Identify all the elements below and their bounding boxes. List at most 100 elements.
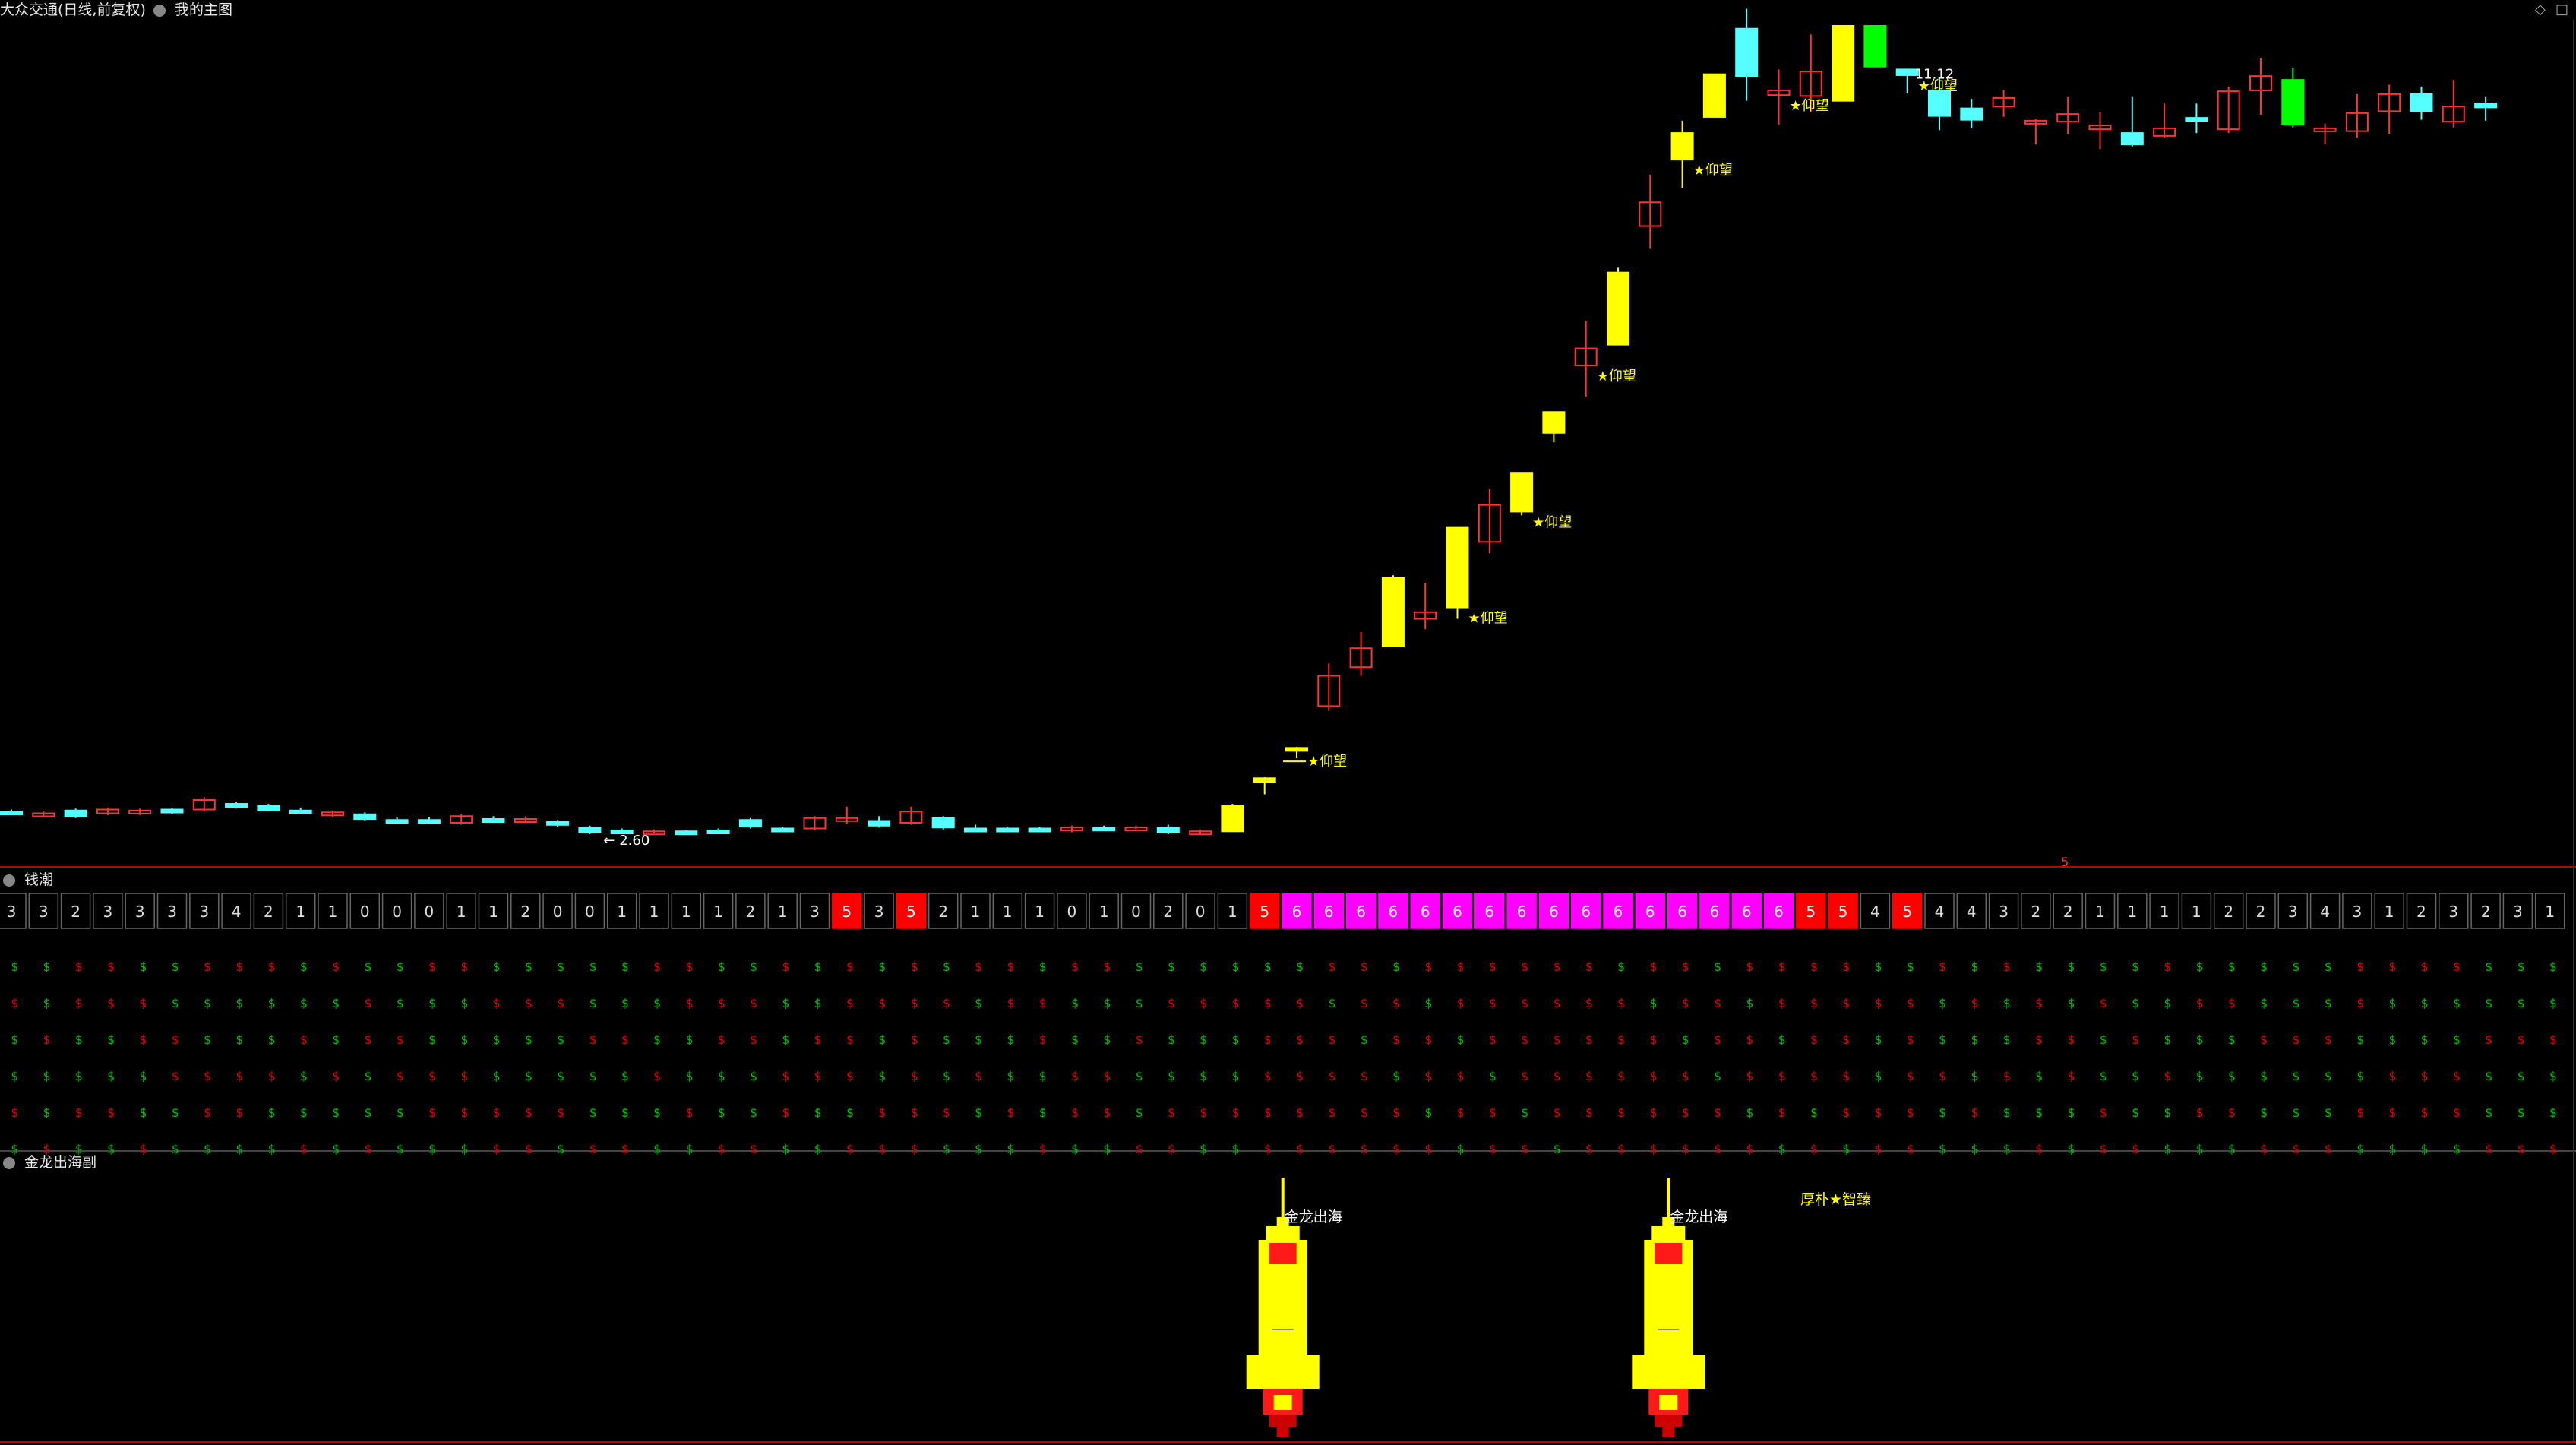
money-symbol: $ xyxy=(1392,960,1400,974)
money-symbol: $ xyxy=(2549,1032,2557,1047)
counter-value: 6 xyxy=(1292,903,1302,921)
diamond-icon[interactable]: ◇ xyxy=(2535,2,2546,17)
money-symbol: $ xyxy=(1617,1142,1625,1156)
candle-body xyxy=(2088,125,2112,131)
money-symbol: $ xyxy=(1361,960,1368,974)
money-symbol: $ xyxy=(493,1032,501,1047)
money-symbol: $ xyxy=(1296,1032,1304,1047)
template-menu-icon[interactable] xyxy=(153,4,166,17)
counter-box xyxy=(703,893,734,929)
counter-value: 5 xyxy=(1838,903,1848,921)
money-symbol: $ xyxy=(589,1032,597,1047)
money-symbol: $ xyxy=(1361,1105,1368,1120)
money-symbol: $ xyxy=(685,1142,693,1156)
counter-box xyxy=(2213,893,2244,929)
candle-body xyxy=(2442,106,2465,123)
money-symbol: $ xyxy=(1810,1032,1818,1047)
counter-value: 2 xyxy=(938,903,948,921)
money-symbol: $ xyxy=(2421,996,2429,1010)
money-symbol: $ xyxy=(1007,1069,1014,1083)
candle-body xyxy=(289,809,312,814)
counter-box xyxy=(2470,893,2501,929)
money-symbol: $ xyxy=(1521,1105,1528,1120)
money-symbol: $ xyxy=(1039,1142,1047,1156)
counter-value: 3 xyxy=(874,903,884,921)
money-symbol: $ xyxy=(2260,1142,2268,1156)
money-symbol: $ xyxy=(750,1142,757,1156)
money-symbol: $ xyxy=(911,1105,918,1120)
money-symbol: $ xyxy=(750,1032,757,1047)
money-symbol: $ xyxy=(1392,1032,1400,1047)
counter-box xyxy=(574,893,605,929)
money-symbol: $ xyxy=(43,1032,50,1047)
money-symbol: $ xyxy=(2356,1105,2364,1120)
counter-value: 1 xyxy=(778,903,788,921)
money-symbol: $ xyxy=(1232,1105,1240,1120)
money-symbol: $ xyxy=(1199,960,1207,974)
money-symbol: $ xyxy=(846,1032,854,1047)
candle-body xyxy=(1895,68,1919,76)
money-symbol: $ xyxy=(1392,1069,1400,1083)
counter-box xyxy=(2053,893,2083,929)
counter-box xyxy=(93,893,123,929)
money-symbol: $ xyxy=(107,1032,115,1047)
counter-value: 0 xyxy=(360,903,370,921)
money-symbol: $ xyxy=(1714,1032,1721,1047)
money-symbol: $ xyxy=(1489,996,1497,1010)
candle-body xyxy=(353,813,377,821)
candle-body xyxy=(1381,577,1405,647)
candle-body xyxy=(1478,504,1501,543)
candle-body xyxy=(2056,113,2080,123)
template-name[interactable]: 我的主图 xyxy=(174,2,232,18)
candle-body xyxy=(192,799,216,811)
counter-box xyxy=(2149,893,2179,929)
candle-body xyxy=(160,808,184,814)
money-symbol: $ xyxy=(300,1142,308,1156)
counter-value: 1 xyxy=(617,903,627,921)
money-symbol: $ xyxy=(2196,960,2204,974)
maximize-icon[interactable]: □ xyxy=(2555,2,2569,17)
annotation-label: ★仰望 xyxy=(1307,754,1347,770)
money-symbol: $ xyxy=(460,960,468,974)
money-symbol: $ xyxy=(11,960,18,974)
money-symbol: $ xyxy=(557,1069,564,1083)
money-symbol: $ xyxy=(332,1105,340,1120)
candle-body xyxy=(417,819,441,824)
money-symbol: $ xyxy=(2260,996,2268,1010)
money-symbol: $ xyxy=(1264,1069,1272,1083)
money-symbol: $ xyxy=(1168,960,1175,974)
counter-value: 6 xyxy=(1645,903,1655,921)
candle-body xyxy=(578,827,602,833)
money-symbol: $ xyxy=(2518,960,2525,974)
money-symbol: $ xyxy=(268,1032,276,1047)
money-symbol: $ xyxy=(460,996,468,1010)
money-symbol: $ xyxy=(1039,1069,1047,1083)
money-symbol: $ xyxy=(750,960,757,974)
candle-body xyxy=(321,811,344,817)
money-symbol: $ xyxy=(2164,1069,2171,1083)
money-symbol: $ xyxy=(2292,996,2299,1010)
money-symbol: $ xyxy=(1939,960,1946,974)
counter-box xyxy=(928,893,959,929)
money-symbol: $ xyxy=(1328,960,1335,974)
money-symbol: $ xyxy=(1617,996,1625,1010)
panel-collapse-icon[interactable] xyxy=(3,1156,15,1169)
money-symbol: $ xyxy=(1136,1032,1143,1047)
panel-collapse-icon[interactable] xyxy=(3,874,15,887)
money-symbol: $ xyxy=(653,960,661,974)
money-symbol: $ xyxy=(75,1032,83,1047)
counter-value: 6 xyxy=(1356,903,1366,921)
money-symbol: $ xyxy=(1585,996,1593,1010)
candle-body xyxy=(899,811,923,824)
money-symbol: $ xyxy=(943,960,950,974)
candle-body xyxy=(1189,830,1212,836)
money-symbol: $ xyxy=(75,1142,83,1156)
money-symbol: $ xyxy=(1232,960,1240,974)
counter-box xyxy=(1378,893,1408,929)
counter-value: 6 xyxy=(1581,903,1591,921)
money-symbol: $ xyxy=(1521,1032,1528,1047)
money-symbol: $ xyxy=(1617,960,1625,974)
money-symbol: $ xyxy=(2518,1142,2525,1156)
money-symbol: $ xyxy=(1103,1032,1111,1047)
